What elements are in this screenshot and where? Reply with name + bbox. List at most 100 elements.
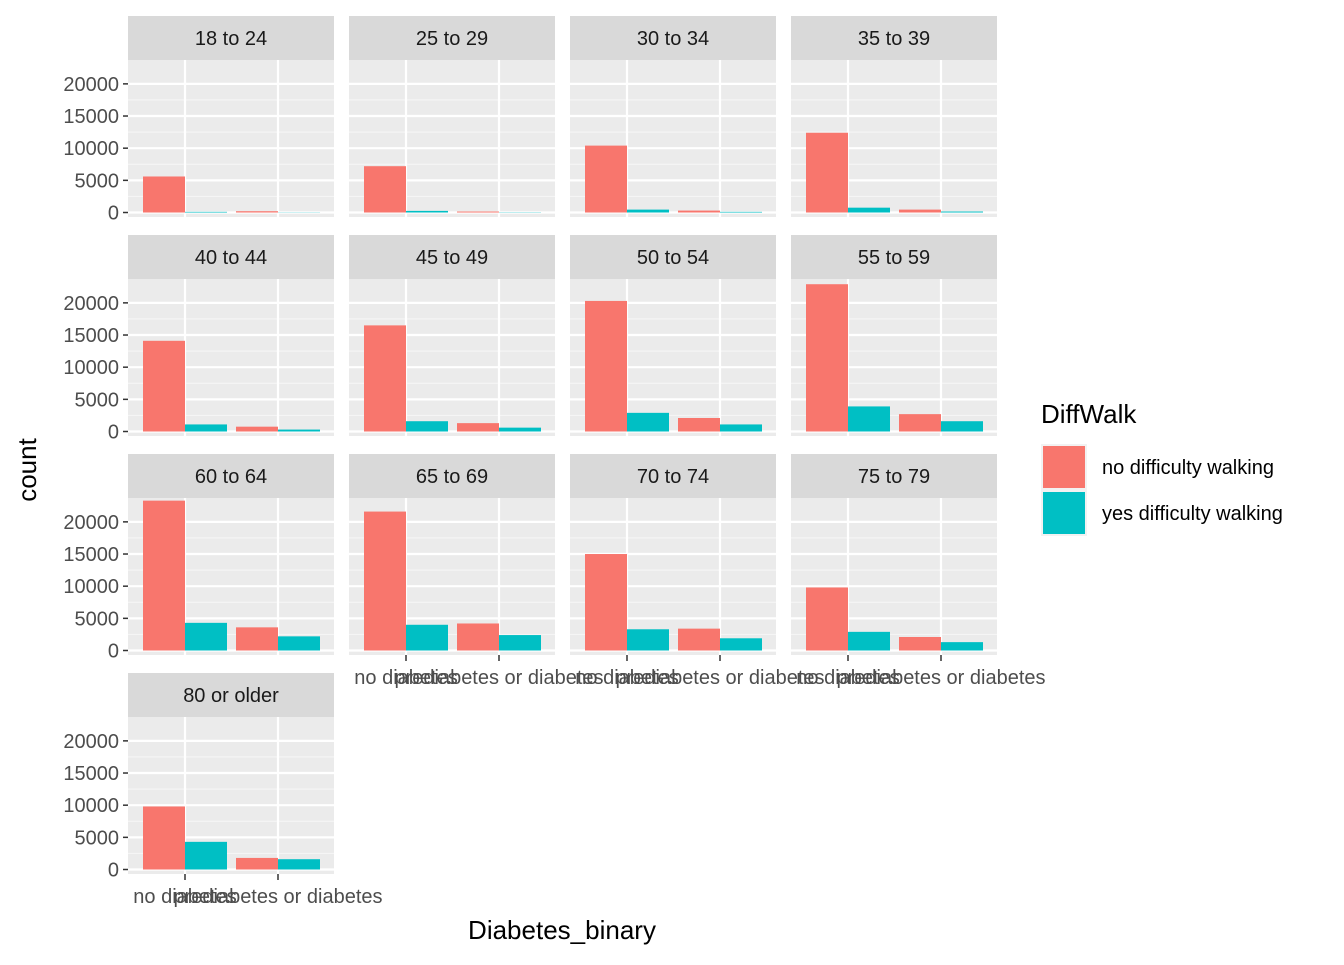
legend: DiffWalk no difficulty walking yes difficu… <box>1041 399 1283 536</box>
bar <box>185 842 227 870</box>
legend-swatch <box>1043 492 1085 534</box>
bar <box>899 637 941 651</box>
bar <box>406 211 448 213</box>
facet-strip-label: 70 to 74 <box>637 466 709 488</box>
bar <box>678 211 720 213</box>
bar <box>941 421 983 431</box>
bar <box>941 212 983 213</box>
facet-panel: 35 to 39 <box>791 16 997 217</box>
facet-panel: 50 to 54 <box>570 235 776 436</box>
bar <box>236 211 278 212</box>
y-tick-label: 5000 <box>75 608 120 630</box>
bar <box>899 210 941 213</box>
facet-strip-label: 35 to 39 <box>858 28 930 50</box>
y-tick-label: 20000 <box>63 293 119 315</box>
bar <box>499 635 541 650</box>
facet-strip-label: 75 to 79 <box>858 466 930 488</box>
bar <box>585 554 627 650</box>
y-tick-label: 5000 <box>75 827 120 849</box>
bar <box>364 512 406 651</box>
facet-panel: 60 to 64 <box>128 454 334 655</box>
facet-strip-label: 25 to 29 <box>416 28 488 50</box>
bar <box>678 629 720 651</box>
facet-strip-label: 80 or older <box>183 685 279 707</box>
x-tick-label: prediabetes or diabetes <box>836 667 1045 689</box>
facet-strip-label: 40 to 44 <box>195 247 267 269</box>
bar <box>406 421 448 431</box>
facet-panel: 30 to 34 <box>570 16 776 217</box>
facet-panel: 45 to 49 <box>349 235 555 436</box>
facet-panels: 18 to 24 25 to 29 30 to 34 35 to 39 40 to 44… <box>128 16 997 874</box>
facet-strip-label: 60 to 64 <box>195 466 267 488</box>
bar <box>457 423 499 431</box>
bar <box>185 623 227 651</box>
bar <box>143 176 185 212</box>
bar <box>941 642 983 650</box>
x-tick-label: prediabetes or diabetes <box>615 667 824 689</box>
bar <box>457 623 499 650</box>
facet-panel: 70 to 74 <box>570 454 776 655</box>
bar <box>627 629 669 650</box>
bar <box>720 638 762 650</box>
legend-swatch <box>1043 446 1085 488</box>
bar <box>678 418 720 432</box>
y-tick-label: 15000 <box>63 325 119 347</box>
facet-strip-label: 50 to 54 <box>637 247 709 269</box>
bar <box>848 208 890 213</box>
facet-strip-label: 18 to 24 <box>195 28 267 50</box>
bar <box>364 325 406 431</box>
y-tick-label: 15000 <box>63 763 119 785</box>
bar <box>406 625 448 651</box>
facet-panel: 55 to 59 <box>791 235 997 436</box>
bar <box>627 210 669 213</box>
y-tick-label: 20000 <box>63 512 119 534</box>
y-tick-label: 10000 <box>63 357 119 379</box>
bar <box>848 632 890 651</box>
x-axis-title: Diabetes_binary <box>468 915 656 945</box>
bar <box>278 859 320 869</box>
y-tick-label: 0 <box>108 422 119 444</box>
y-axis-title: count <box>12 437 42 501</box>
y-tick-label: 0 <box>108 641 119 663</box>
facet-panel: 80 or older <box>128 673 334 874</box>
y-tick-label: 20000 <box>63 74 119 96</box>
y-tick-label: 5000 <box>75 170 120 192</box>
bar <box>848 406 890 431</box>
bar <box>236 627 278 650</box>
bar <box>143 501 185 651</box>
bar <box>720 212 762 213</box>
y-tick-label: 10000 <box>63 138 119 160</box>
bar <box>236 858 278 870</box>
y-tick-label: 5000 <box>75 389 120 411</box>
facet-panel: 65 to 69 <box>349 454 555 655</box>
facet-panel: 25 to 29 <box>349 16 555 217</box>
y-tick-label: 20000 <box>63 731 119 753</box>
y-tick-label: 10000 <box>63 576 119 598</box>
y-tick-label: 15000 <box>63 106 119 128</box>
y-tick-label: 15000 <box>63 544 119 566</box>
bar <box>499 428 541 432</box>
facet-panel: 75 to 79 <box>791 454 997 655</box>
legend-label: no difficulty walking <box>1102 457 1274 479</box>
bar <box>585 301 627 432</box>
facet-panel: 18 to 24 <box>128 16 334 217</box>
facet-strip-label: 55 to 59 <box>858 247 930 269</box>
bar <box>899 414 941 431</box>
x-tick-label: prediabetes or diabetes <box>394 667 603 689</box>
legend-title: DiffWalk <box>1041 399 1137 429</box>
bar <box>143 341 185 432</box>
x-tick-label: prediabetes or diabetes <box>173 886 382 908</box>
legend-label: yes difficulty walking <box>1102 503 1283 525</box>
bar <box>364 166 406 212</box>
bar <box>720 424 762 431</box>
bar <box>185 424 227 431</box>
y-tick-label: 0 <box>108 203 119 225</box>
bar <box>185 212 227 213</box>
y-tick-label: 10000 <box>63 795 119 817</box>
bar <box>143 806 185 869</box>
facet-strip-label: 65 to 69 <box>416 466 488 488</box>
bar <box>278 636 320 650</box>
bar <box>806 284 848 431</box>
y-tick-label: 0 <box>108 860 119 882</box>
